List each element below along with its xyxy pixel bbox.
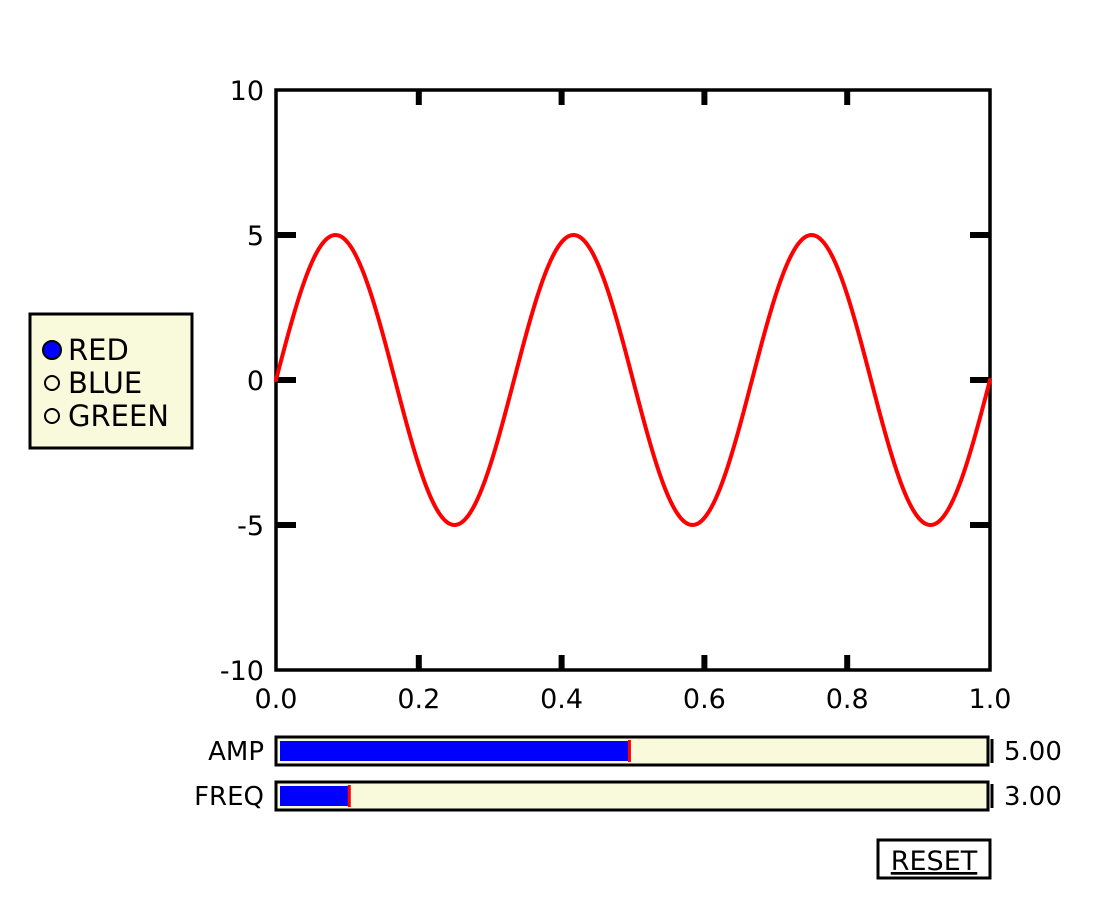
slider-label: FREQ bbox=[194, 782, 264, 812]
slider-value: 3.00 bbox=[1004, 782, 1062, 812]
x-tick-label: 0.4 bbox=[540, 684, 583, 715]
slider-freq[interactable]: FREQ 3.00 bbox=[194, 780, 1062, 812]
radio-option-label: BLUE bbox=[68, 366, 142, 400]
x-tick-label: 0.6 bbox=[683, 684, 726, 715]
series-line-sine bbox=[274, 233, 992, 527]
sliders: AMP 5.00 FREQ 3.00 bbox=[194, 735, 1062, 812]
y-tick-label: -10 bbox=[220, 656, 264, 687]
y-tick-label: 0 bbox=[247, 366, 264, 397]
radio-option-label: GREEN bbox=[68, 399, 169, 433]
radio-option-green[interactable]: GREEN bbox=[44, 399, 169, 433]
slider-value: 5.00 bbox=[1004, 737, 1062, 767]
x-tick-label: 0.0 bbox=[255, 684, 298, 715]
y-tick-label: -5 bbox=[237, 511, 264, 542]
axis-ticks bbox=[276, 90, 990, 670]
axis-tick-labels: 0.0 0.2 0.4 0.6 0.8 1.0 10 5 0 -5 -10 bbox=[220, 76, 1012, 715]
slider-fill bbox=[280, 741, 629, 761]
radio-button-icon[interactable] bbox=[44, 408, 60, 424]
radio-button-icon[interactable] bbox=[42, 340, 62, 360]
y-tick-label: 10 bbox=[230, 76, 264, 107]
radio-option-label: RED bbox=[68, 333, 129, 367]
y-tick-label: 5 bbox=[247, 221, 264, 252]
slider-track[interactable] bbox=[274, 780, 990, 812]
reset-button-label: RESET bbox=[891, 846, 978, 877]
radio-option-red[interactable]: RED bbox=[42, 333, 129, 367]
x-tick-label: 1.0 bbox=[969, 684, 1012, 715]
radio-option-blue[interactable]: BLUE bbox=[44, 366, 142, 400]
slider-amp[interactable]: AMP 5.00 bbox=[208, 735, 1062, 767]
x-tick-label: 0.2 bbox=[397, 684, 440, 715]
reset-button[interactable]: RESET bbox=[876, 838, 992, 880]
slider-fill bbox=[280, 786, 349, 806]
x-tick-label: 0.8 bbox=[826, 684, 869, 715]
radio-button-icon[interactable] bbox=[44, 375, 60, 391]
slider-label: AMP bbox=[208, 737, 264, 767]
